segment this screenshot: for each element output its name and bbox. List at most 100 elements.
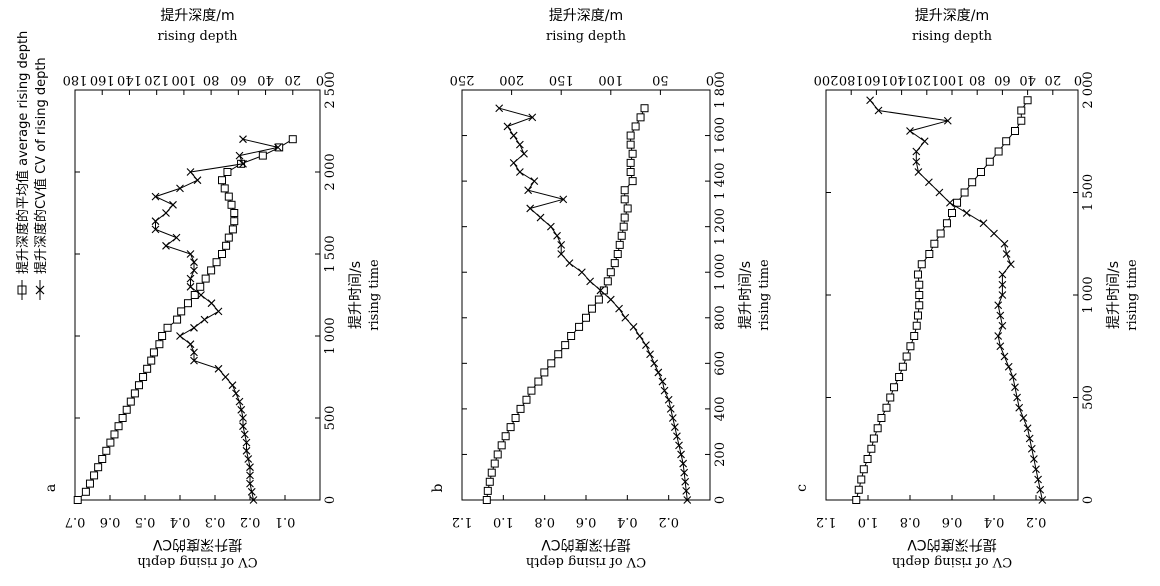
cv-tick-label: 1.0 [858, 514, 879, 529]
depth-tick-label: 120 [914, 72, 939, 87]
time-tick-label: 1 200 [713, 208, 728, 245]
point-average-depth [575, 322, 584, 331]
depth-tick-label: 0 [706, 72, 714, 87]
point-average-depth [183, 299, 192, 308]
time-tick-label: 2 500 [323, 71, 338, 108]
point-average-depth [490, 459, 499, 468]
point-average-depth [201, 274, 210, 283]
time-tick-label: 500 [1081, 385, 1096, 410]
point-average-depth [910, 332, 919, 340]
depth-tick-label: 40 [1019, 72, 1036, 87]
time-tick-label: 500 [323, 406, 338, 431]
point-cv-depth [200, 315, 209, 324]
point-cv-depth [509, 131, 518, 140]
point-cv-depth [675, 441, 683, 450]
point-average-depth [857, 475, 866, 484]
point-average-depth [158, 332, 167, 340]
point-cv-depth [151, 225, 160, 234]
legend-cross-marker [35, 285, 45, 295]
cv-tick-label: 0.6 [100, 514, 121, 529]
point-cv-depth [239, 159, 247, 168]
depth-tick-label: 180 [839, 72, 864, 87]
point-average-depth [94, 463, 103, 472]
point-cv-depth [515, 168, 524, 176]
point-average-depth [485, 477, 494, 486]
point-cv-depth [246, 479, 254, 488]
point-average-depth [640, 104, 649, 113]
point-cv-depth [172, 233, 181, 242]
top-axis-title-en: rising depth [546, 29, 627, 44]
point-cv-depth [596, 286, 605, 295]
point-cv-depth [246, 463, 254, 472]
point-average-depth [130, 389, 139, 398]
point-average-depth [1011, 127, 1019, 135]
bottom-axis-title-en: CV of rising depth [891, 554, 1012, 569]
point-average-depth [906, 342, 915, 351]
point-cv-depth [509, 159, 518, 167]
point-cv-depth [190, 258, 198, 267]
chart-panel-a: 0 500 1 000 1 500 2 000 2 500 20 40 60 80 10012014… [43, 8, 382, 569]
depth-tick-label: 100 [598, 72, 623, 87]
time-tick-label: 800 [713, 305, 728, 330]
right-axis-title-en: rising time [757, 259, 772, 331]
time-tick-label: 200 [713, 442, 728, 467]
panel-label: b [430, 483, 446, 492]
point-average-depth [547, 359, 556, 368]
depth-tick-label: 180 [63, 72, 88, 87]
point-cv-depth [677, 450, 685, 459]
depth-tick-label: 250 [450, 72, 475, 87]
point-cv-depth [615, 304, 623, 313]
panel-label: a [43, 484, 59, 492]
point-average-depth [606, 268, 615, 277]
point-average-depth [913, 311, 922, 320]
point-cv-depth [654, 368, 663, 377]
series-line-cv [869, 99, 1043, 501]
point-cv-depth [635, 332, 644, 340]
point-average-depth [985, 157, 994, 166]
point-cv-depth [935, 188, 944, 197]
series-line-average [855, 100, 1029, 501]
right-axis-title: 提升时间/s rising time [738, 259, 772, 331]
point-average-depth [493, 450, 502, 459]
point-average-depth [898, 362, 907, 371]
point-cv-depth [1038, 496, 1047, 504]
point-average-depth [527, 386, 536, 395]
point-average-depth [619, 222, 628, 231]
point-average-depth [212, 258, 221, 267]
depth-tick-label: 40 [257, 72, 274, 87]
legend-entry-cv: 提升深度的CV值 CV of rising depth [33, 57, 49, 274]
point-cv-depth [998, 321, 1007, 330]
point-cv-depth [186, 282, 195, 291]
cv-tick-label: 0.6 [576, 514, 597, 529]
point-cv-depth [235, 151, 244, 160]
point-cv-depth [239, 414, 247, 422]
point-cv-depth [681, 477, 690, 486]
time-tick-label: 1 000 [323, 317, 338, 354]
point-average-depth [915, 280, 924, 289]
point-average-depth [610, 259, 619, 268]
time-tick-label: 0 [1081, 496, 1096, 504]
point-cv-depth [565, 259, 574, 267]
time-tick-label: 1 400 [713, 163, 728, 200]
point-cv-depth [912, 157, 921, 166]
point-average-depth [288, 135, 297, 144]
right-axis-title: 提升时间/s rising time [348, 259, 382, 331]
depth-tick-label: 150 [549, 72, 574, 87]
point-cv-depth [239, 135, 247, 144]
point-cv-depth [530, 177, 539, 185]
point-average-depth [143, 364, 152, 373]
cv-tick-label: 0.4 [984, 514, 1005, 529]
point-cv-depth [495, 104, 504, 113]
point-average-depth [149, 348, 158, 357]
point-average-depth [628, 149, 637, 158]
depth-tick-label: 140 [889, 72, 914, 87]
point-cv-depth [559, 195, 568, 204]
point-cv-depth [246, 471, 254, 480]
depth-tick-label: 0 [316, 72, 324, 87]
point-cv-depth [680, 468, 689, 477]
point-average-depth [540, 368, 549, 377]
point-cv-depth [186, 250, 195, 258]
cv-tick-label: 0.8 [534, 514, 555, 529]
point-cv-depth [925, 178, 933, 187]
point-average-depth [620, 213, 629, 222]
